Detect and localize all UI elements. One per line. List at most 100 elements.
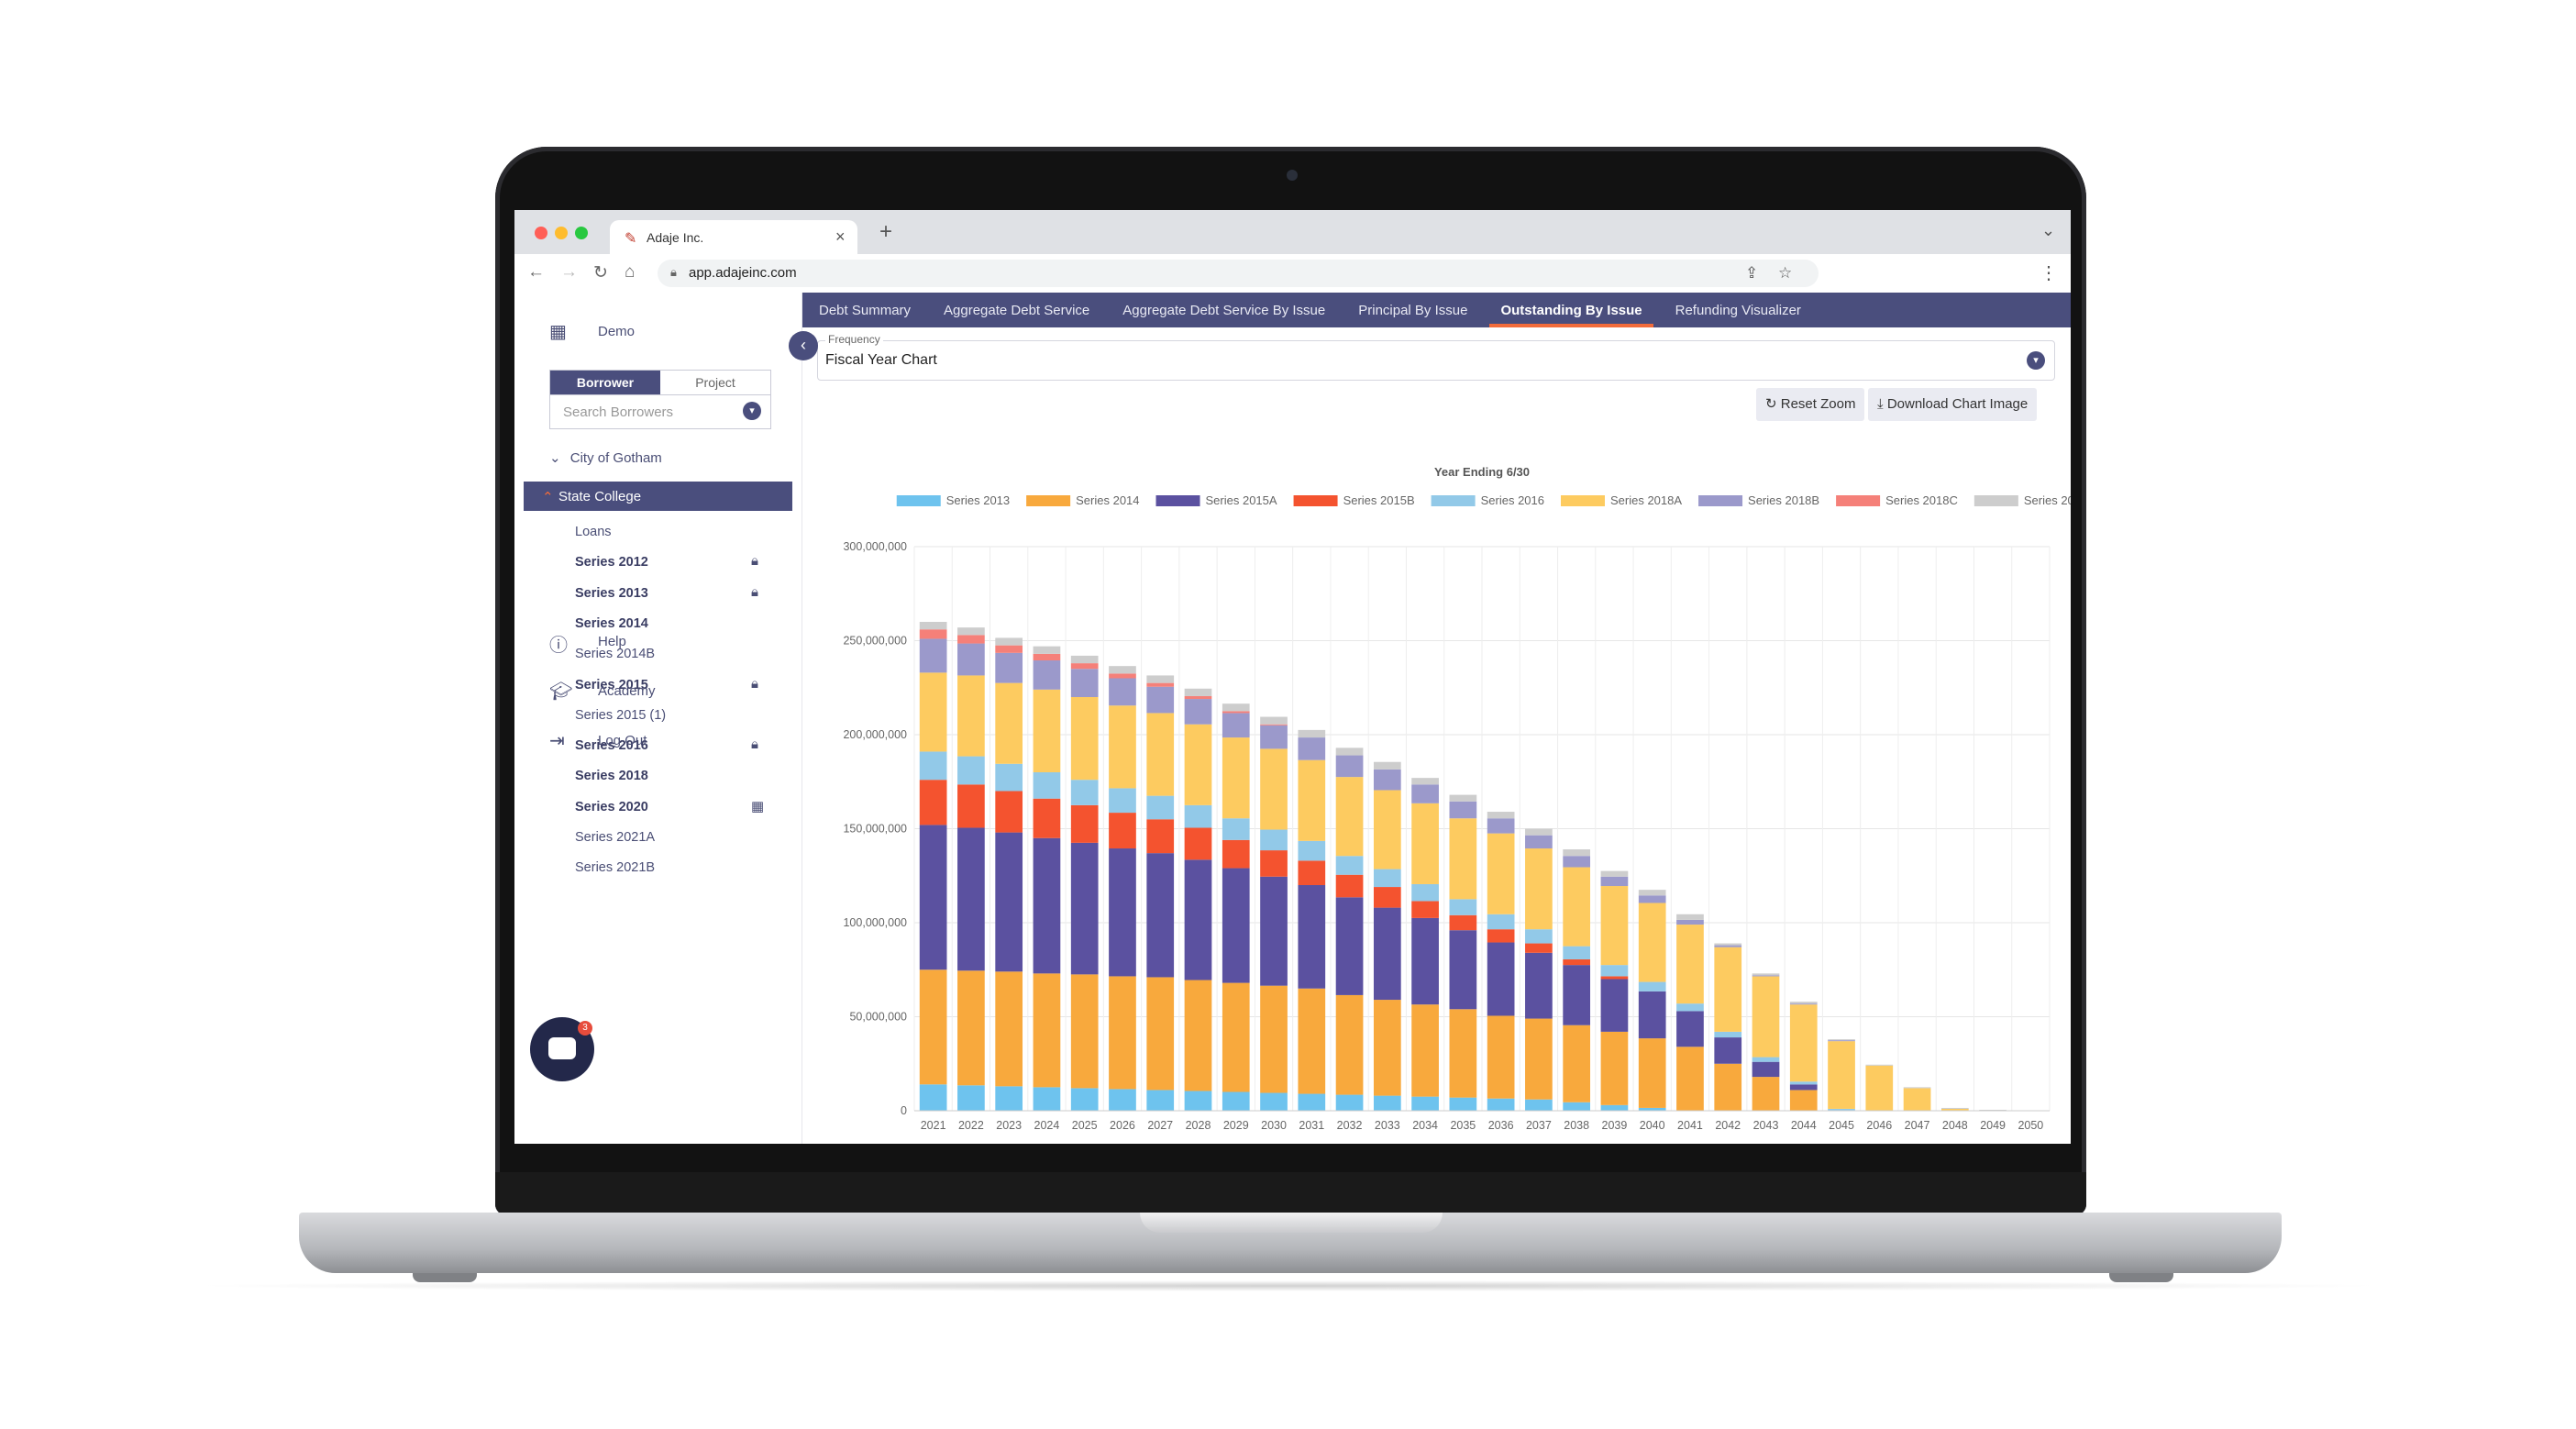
tab-principal-by-issue[interactable]: Principal By Issue — [1358, 303, 1468, 318]
bookmark-star-icon[interactable]: ☆ — [1778, 264, 1793, 282]
bar-segment — [1828, 1039, 1855, 1041]
bar-segment — [1184, 688, 1212, 696]
bar-segment — [1600, 876, 1629, 887]
sidebar-item[interactable]: Series 2014B — [575, 647, 656, 662]
bar-segment — [1146, 977, 1175, 1091]
chat-bubble-icon — [548, 1037, 576, 1059]
help-icon[interactable]: ⓘ — [549, 636, 568, 656]
new-tab-icon[interactable]: + — [879, 219, 893, 244]
help-link[interactable]: Help — [598, 634, 626, 649]
chevron-down-icon[interactable]: ▾ — [2027, 351, 2045, 370]
bar-segment — [1260, 716, 1288, 725]
apps-grid-icon[interactable]: ▦ — [549, 322, 567, 342]
bar-segment — [1070, 974, 1099, 1089]
tab-refunding-visualizer[interactable]: Refunding Visualizer — [1675, 303, 1801, 318]
tab-outstanding-by-issue[interactable]: Outstanding By Issue — [1500, 303, 1642, 318]
tree-item-city-of-gotham[interactable]: ⌄ City of Gotham — [549, 449, 662, 466]
sidebar-item[interactable]: Loans — [575, 525, 612, 539]
bar-segment — [1298, 860, 1326, 885]
bar-segment — [1563, 1025, 1591, 1102]
chevron-down-icon[interactable]: ▾ — [743, 402, 761, 420]
collapse-sidebar-button[interactable]: ‹ — [789, 331, 818, 360]
bar-segment — [1563, 958, 1591, 966]
forward-arrow-icon[interactable]: → — [560, 262, 578, 282]
academy-link[interactable]: Academy — [598, 683, 656, 699]
sidebar-item[interactable]: Series 2018 — [575, 769, 648, 784]
demo-label[interactable]: Demo — [598, 324, 636, 339]
project-toggle-button[interactable]: Project — [695, 375, 735, 390]
bar-segment — [1638, 903, 1666, 982]
x-tick-label: 2026 — [1110, 1119, 1135, 1132]
sidebar-item[interactable]: Series 2014 — [575, 615, 648, 631]
bar-segment — [1184, 1091, 1212, 1111]
reset-zoom-button[interactable]: ↻ Reset Zoom — [1756, 388, 1865, 421]
x-tick-label: 2021 — [921, 1119, 946, 1132]
legend-swatch — [896, 495, 941, 506]
logout-link[interactable]: Log Out — [598, 733, 647, 748]
bar-segment — [1638, 1107, 1666, 1111]
sidebar-item[interactable]: Series 2013 — [575, 585, 648, 601]
sidebar-item[interactable]: Series 2015 — [575, 677, 648, 692]
bar-segment — [1070, 1088, 1099, 1111]
reload-icon[interactable]: ↻ — [593, 263, 608, 282]
bar-segment — [1979, 1109, 2007, 1111]
bar-segment — [1600, 1104, 1629, 1111]
download-chart-button[interactable]: ⤓ Download Chart Image — [1868, 388, 2038, 421]
lock-icon: 🔒︎ — [670, 265, 677, 279]
maximize-window-button[interactable] — [575, 227, 588, 239]
url-field[interactable]: 🔒︎ app.adajeinc.com ⇪ ☆ — [658, 260, 1819, 287]
bar-segment — [1600, 965, 1629, 977]
legend-label: Series 2013 — [946, 493, 1010, 507]
minimize-window-button[interactable] — [555, 227, 568, 239]
share-icon[interactable]: ⇪ — [1745, 264, 1759, 282]
sidebar-item[interactable]: Series 2016 — [575, 738, 648, 754]
browser-tab[interactable]: ✎ Adaje Inc. × — [610, 220, 857, 254]
tab-search-chevron-icon[interactable]: ⌄ — [2041, 221, 2056, 239]
tab-aggregate-debt-service[interactable]: Aggregate Debt Service — [944, 303, 1090, 318]
chat-launcher-button[interactable]: 3 — [530, 1017, 594, 1081]
bar-segment — [1865, 1065, 1894, 1111]
bar-segment — [1109, 788, 1136, 814]
tab-aggregate-debt-service-by-issue[interactable]: Aggregate Debt Service By Issue — [1122, 303, 1326, 318]
bar-segment — [1600, 979, 1629, 1032]
logout-icon[interactable]: ⇥ — [549, 731, 565, 751]
back-arrow-icon[interactable]: ← — [527, 262, 545, 282]
bar-segment — [1146, 675, 1175, 683]
x-tick-label: 2031 — [1299, 1119, 1324, 1132]
legend-swatch — [1026, 495, 1071, 506]
app: ▦ Demo Borrower Project Search Borrowers… — [514, 293, 2071, 1144]
bar-segment — [1373, 887, 1401, 908]
bar-segment — [1033, 660, 1061, 690]
tab-debt-summary[interactable]: Debt Summary — [819, 303, 912, 318]
borrower-toggle-button[interactable]: Borrower — [550, 371, 660, 394]
bar-segment — [1487, 1098, 1515, 1111]
frequency-select[interactable]: Frequency Fiscal Year Chart ▾ — [817, 333, 2055, 381]
academy-cap-icon[interactable]: 🎓︎ — [549, 681, 573, 702]
bar-segment — [995, 1086, 1023, 1111]
y-tick-label: 100,000,000 — [843, 916, 907, 929]
tree-item-state-college[interactable]: ⌃ State College — [524, 482, 792, 511]
bar-segment — [1752, 1061, 1780, 1078]
sidebar-item[interactable]: Series 2021B — [575, 860, 656, 876]
close-tab-icon[interactable]: × — [835, 227, 846, 246]
grid-icon: ▦ — [751, 798, 765, 814]
bar-segment — [1828, 1040, 1855, 1042]
bar-segment — [1146, 853, 1175, 978]
home-icon[interactable]: ⌂ — [625, 262, 636, 282]
sidebar-item[interactable]: Series 2012 — [575, 555, 648, 570]
bar-segment — [1752, 976, 1780, 1058]
browser-menu-icon[interactable]: ⋮ — [2040, 263, 2058, 283]
bar-segment — [995, 645, 1023, 653]
bar-segment — [1449, 1009, 1477, 1098]
close-window-button[interactable] — [535, 227, 547, 239]
bar-segment — [1033, 798, 1061, 838]
bar-segment — [1449, 930, 1477, 1010]
sidebar-item[interactable]: Series 2021A — [575, 830, 656, 845]
sidebar-item[interactable]: Series 2015 (1) — [575, 707, 667, 723]
outstanding-by-issue-chart: Year Ending 6/30 Series 2013 Series 2014 Se… — [843, 465, 2071, 1132]
sidebar-item[interactable]: Series 2020 — [575, 799, 648, 814]
search-borrowers-input[interactable]: Search Borrowers ▾ — [549, 395, 771, 429]
bar-segment — [995, 763, 1023, 792]
bar-segment — [1903, 1088, 1931, 1111]
bar-segment — [957, 627, 985, 636]
